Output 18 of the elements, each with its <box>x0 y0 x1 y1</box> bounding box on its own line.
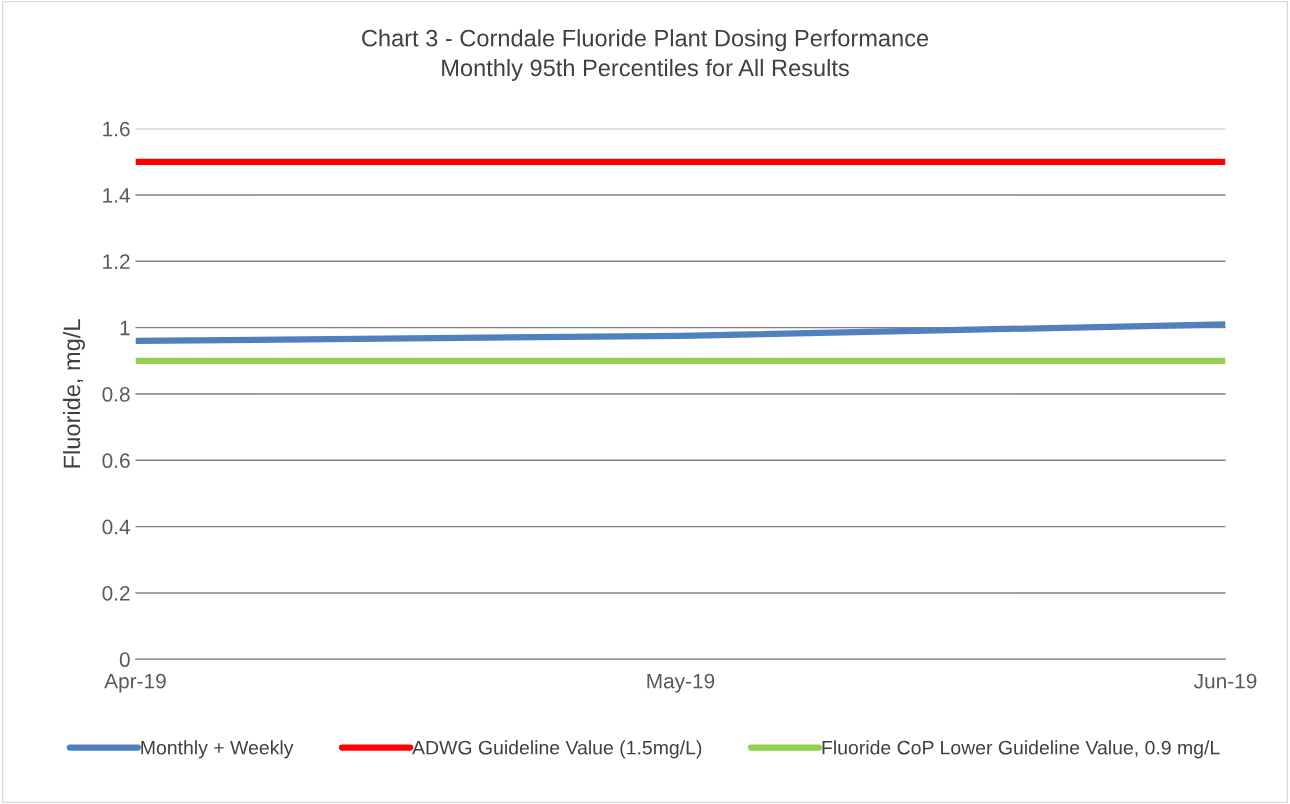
x-tick-label: May-19 <box>647 673 715 693</box>
legend-label: Monthly + Weekly <box>141 740 294 759</box>
x-tick-label: Apr-19 <box>104 673 166 693</box>
y-axis-title: Fluoride, mg/L <box>62 319 85 468</box>
y-tick-label: 0.6 <box>102 453 130 469</box>
y-tick-label: 1.4 <box>103 188 130 203</box>
legend-label: Fluoride CoP Lower Guideline Value, 0.9 mg/L <box>822 740 1220 759</box>
x-tick-label: Jun-19 <box>1193 673 1257 689</box>
legend-label: ADWG Guideline Value (1.5mg/L) <box>412 740 702 759</box>
y-tick-label: 0.2 <box>102 585 130 601</box>
chart-title: Chart 3 - Corndale Fluoride Plant Dosing Performance <box>362 29 929 52</box>
y-tick-label: 0.4 <box>102 519 130 535</box>
y-tick-label: 1.2 <box>103 254 130 269</box>
y-tick-label: 1.6 <box>103 121 130 137</box>
y-tick-label: 0 <box>119 652 130 668</box>
chart-subtitle: Monthly 95th Percentiles for All Results <box>442 58 849 81</box>
y-tick-label: 0.8 <box>102 386 130 402</box>
y-tick-label: 1 <box>120 320 130 336</box>
